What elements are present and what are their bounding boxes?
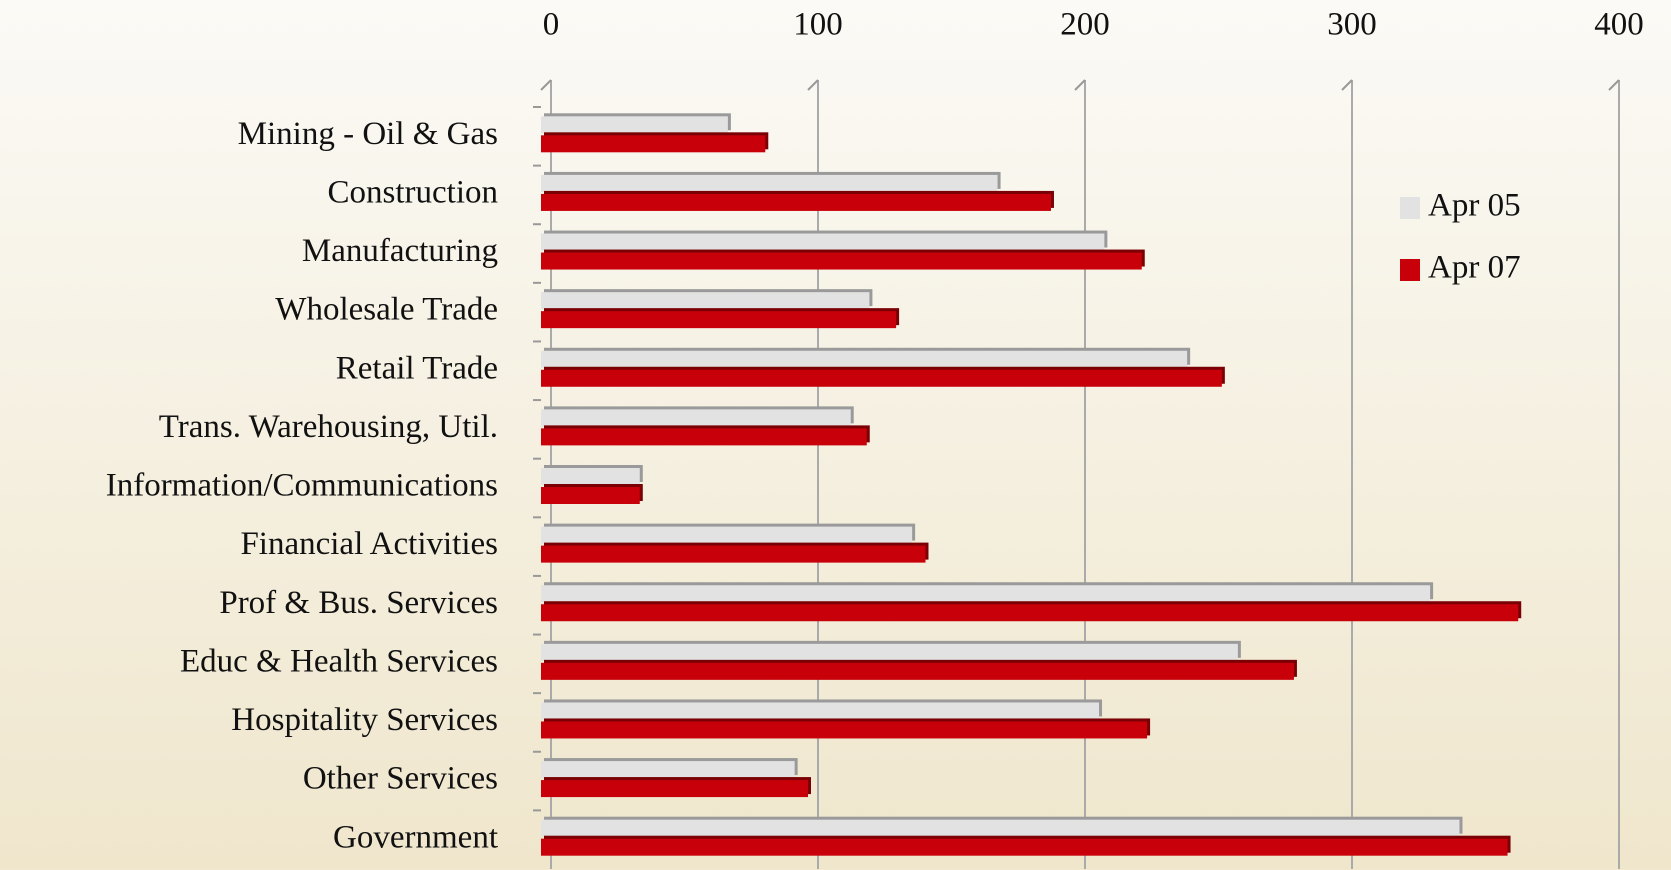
- tick-mark: [807, 79, 819, 91]
- legend-label: Apr 05: [1428, 188, 1521, 224]
- bar: [541, 604, 1519, 622]
- y-tick-label: Retail Trade: [336, 350, 498, 386]
- bar: [541, 135, 766, 153]
- bar: [541, 585, 1431, 603]
- legend-swatch: [1400, 259, 1420, 281]
- x-tick-label: 100: [793, 7, 843, 43]
- bar: [541, 838, 1508, 856]
- bar: [541, 780, 808, 798]
- y-tick-label: Mining - Oil & Gas: [238, 116, 498, 152]
- x-tick-label: 200: [1060, 7, 1110, 43]
- y-tick-label: Government: [333, 819, 498, 855]
- y-tick-label: Information/Communications: [106, 468, 498, 504]
- bar: [541, 761, 795, 779]
- y-tick-label: Educ & Health Services: [180, 643, 498, 679]
- bar: [541, 193, 1051, 211]
- tick-mark: [1074, 79, 1086, 91]
- y-tick-label: Financial Activities: [240, 526, 498, 562]
- bar: [541, 662, 1294, 680]
- bar: [541, 350, 1188, 368]
- bar: [541, 819, 1460, 837]
- y-tick-label: Construction: [328, 175, 499, 211]
- bar: [541, 233, 1105, 251]
- tick-mark: [540, 79, 552, 91]
- legend-swatch: [1400, 197, 1420, 219]
- bar: [541, 526, 913, 544]
- x-tick-label: 0: [543, 7, 560, 43]
- legend-label: Apr 07: [1428, 250, 1521, 286]
- bar: [541, 721, 1148, 739]
- y-tick-label: Hospitality Services: [231, 702, 498, 738]
- bar: [541, 174, 998, 192]
- bar: [541, 468, 640, 485]
- y-tick-label: Wholesale Trade: [275, 292, 498, 328]
- tick-mark: [1608, 79, 1620, 91]
- bar: [541, 643, 1238, 661]
- x-tick-label: 400: [1594, 7, 1644, 43]
- y-tick-label: Prof & Bus. Services: [219, 585, 498, 621]
- bar: [541, 292, 870, 310]
- bar: [541, 428, 867, 446]
- bar: [541, 369, 1222, 387]
- bar: [541, 545, 926, 563]
- bar: [541, 409, 851, 427]
- y-tick-label: Manufacturing: [302, 233, 498, 269]
- x-tick-label: 300: [1327, 7, 1377, 43]
- y-tick-label: Trans. Warehousing, Util.: [159, 409, 498, 445]
- bar: [541, 116, 728, 134]
- bar: [541, 252, 1142, 270]
- bar: [541, 487, 640, 504]
- bar: [541, 702, 1100, 720]
- tick-mark: [1341, 79, 1353, 91]
- bar: [541, 311, 897, 329]
- y-tick-label: Other Services: [303, 761, 498, 797]
